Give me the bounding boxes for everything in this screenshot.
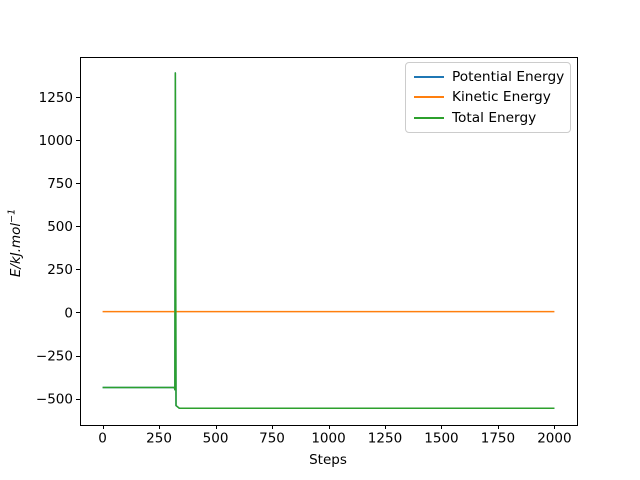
legend-line-swatch	[414, 96, 444, 99]
x-tick-label: 250	[146, 431, 172, 447]
legend-line-swatch	[414, 76, 444, 79]
y-tick-label: 1250	[39, 90, 73, 106]
legend-label: Kinetic Energy	[452, 89, 551, 106]
y-tick-label: 0	[64, 305, 73, 321]
x-tick-label: 1250	[368, 431, 402, 447]
x-tick-label: 1750	[481, 431, 515, 447]
y-axis-label: E/kJ.mol−1	[6, 209, 24, 277]
y-tick-label: 750	[47, 176, 73, 192]
legend: Potential Energy Kinetic Energy Total Ener…	[405, 62, 571, 133]
x-tick-label: 1000	[311, 431, 345, 447]
y-tick-label: 500	[47, 219, 73, 235]
x-tick-label: 1500	[424, 431, 458, 447]
legend-item: Potential Energy	[414, 67, 565, 87]
x-tick-label: 500	[203, 431, 229, 447]
y-tick-label: 1000	[39, 133, 73, 149]
y-tick-label: −500	[36, 391, 73, 407]
x-tick-label: 2000	[537, 431, 571, 447]
legend-line-swatch	[414, 116, 444, 119]
line-total-energy	[102, 72, 555, 410]
x-axis-label: Steps	[309, 452, 347, 468]
y-axis-label-main: E/kJ.mol	[7, 222, 24, 278]
x-tick-label: 0	[98, 431, 107, 447]
y-axis-label-superscript: −1	[6, 208, 18, 223]
x-tick-label: 750	[259, 431, 285, 447]
legend-item: Total Energy	[414, 108, 562, 128]
legend-label: Potential Energy	[452, 69, 565, 86]
legend-item: Kinetic Energy	[414, 87, 562, 107]
legend-label: Total Energy	[452, 109, 537, 126]
y-tick-label: 250	[47, 262, 73, 278]
y-tick-label: −250	[36, 348, 73, 364]
